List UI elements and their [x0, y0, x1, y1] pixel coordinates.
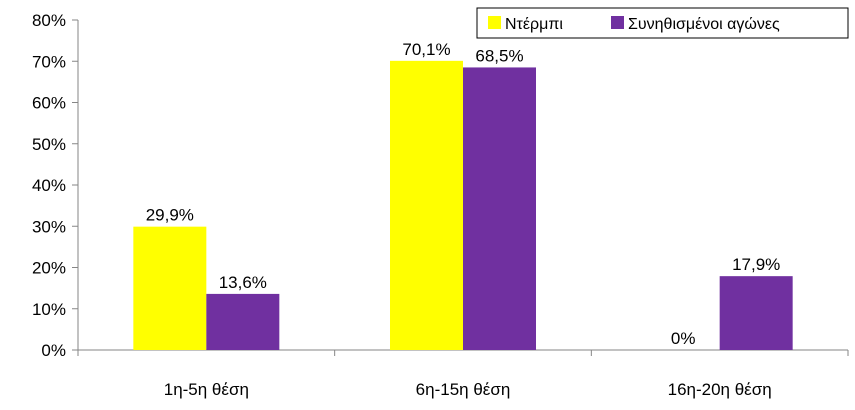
bars — [133, 60, 793, 351]
y-tick-label: 0% — [41, 341, 66, 360]
legend-label: Ντέρμπι — [505, 16, 563, 33]
y-tick-label: 40% — [32, 176, 66, 195]
data-label: 13,6% — [219, 273, 267, 292]
legend-swatch — [611, 16, 624, 29]
bar — [463, 67, 536, 350]
legend-box — [476, 7, 849, 39]
bar — [390, 60, 463, 351]
y-tick-label: 70% — [32, 52, 66, 71]
y-tick-label: 80% — [32, 11, 66, 30]
category-label: 16η-20η θέση — [668, 380, 772, 399]
legend-label: Συνηθισμένοι αγώνες — [628, 16, 780, 33]
data-label: 0% — [671, 329, 696, 348]
y-tick-label: 60% — [32, 94, 66, 113]
data-label: 17,9% — [732, 255, 780, 274]
bar — [719, 276, 793, 350]
data-labels: 29,9% 13,6% 70,1% 68,5% 0% 17,9% — [146, 40, 781, 348]
data-label: 29,9% — [146, 206, 194, 225]
legend: Ντέρμπι Συνηθισμένοι αγώνες — [476, 7, 849, 39]
y-tick-label: 50% — [32, 135, 66, 154]
axes: 0% 10% 20% 30% 40% 50% 60% 70% 80% 1η-5η θέση 6η-1… — [32, 11, 849, 399]
legend-swatch — [488, 16, 501, 29]
y-tick-label: 20% — [32, 259, 66, 278]
category-label: 6η-15η θέση — [416, 380, 511, 399]
y-tick-label: 10% — [32, 300, 66, 319]
y-tick-label: 30% — [32, 217, 66, 236]
category-label: 1η-5η θέση — [164, 380, 249, 399]
data-label: 70,1% — [402, 40, 450, 59]
data-label: 68,5% — [475, 46, 523, 65]
bar — [206, 293, 280, 350]
bar — [133, 226, 207, 350]
